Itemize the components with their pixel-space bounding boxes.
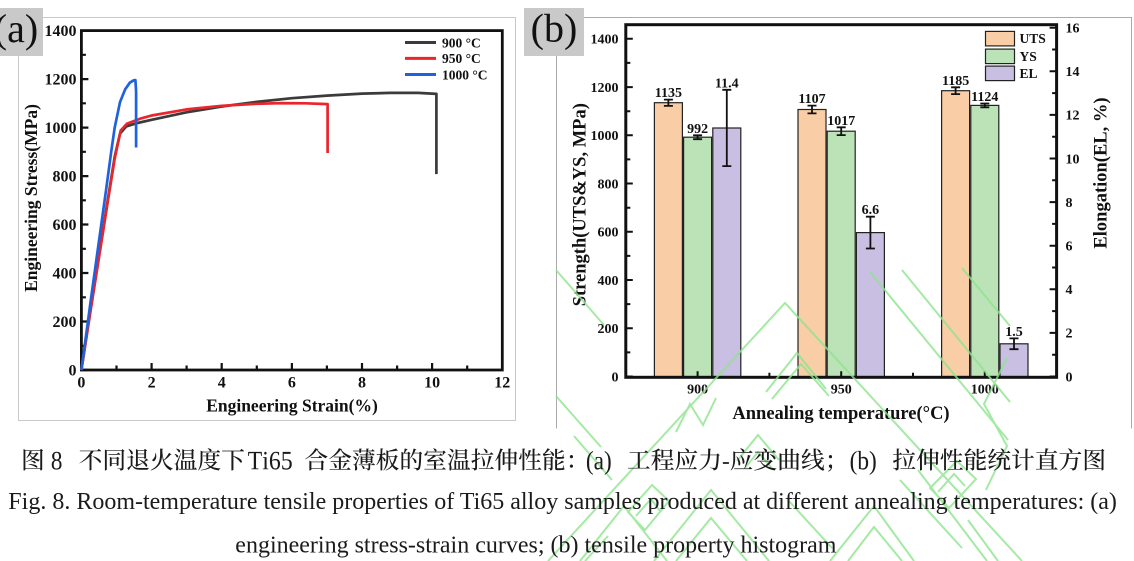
- svg-text:1135: 1135: [655, 86, 682, 101]
- svg-text:950: 950: [831, 383, 852, 398]
- svg-text:0: 0: [69, 362, 77, 379]
- svg-text:1400: 1400: [45, 23, 77, 40]
- svg-text:0: 0: [77, 375, 85, 392]
- svg-text:4: 4: [1066, 283, 1073, 298]
- svg-text:6.6: 6.6: [862, 203, 880, 218]
- svg-text:400: 400: [53, 265, 77, 282]
- svg-text:0: 0: [612, 370, 619, 385]
- svg-text:10: 10: [424, 375, 440, 392]
- svg-text:6: 6: [1066, 240, 1073, 255]
- svg-text:992: 992: [687, 122, 708, 137]
- svg-text:900 °C: 900 °C: [442, 35, 481, 50]
- svg-text:2: 2: [148, 375, 156, 392]
- svg-text:12: 12: [1066, 109, 1080, 124]
- svg-text:1000: 1000: [45, 120, 77, 137]
- svg-text:engineering stress-strain curv: engineering stress-strain curves; (b) te…: [235, 533, 836, 559]
- svg-text:UTS: UTS: [1020, 31, 1046, 46]
- svg-text:YS: YS: [1020, 49, 1037, 64]
- svg-text:800: 800: [598, 177, 619, 192]
- svg-text:1400: 1400: [591, 33, 619, 48]
- svg-text:4: 4: [218, 375, 226, 392]
- svg-text:Strength(UTS&YS, MPa): Strength(UTS&YS, MPa): [571, 103, 591, 306]
- svg-text:(b): (b): [531, 6, 578, 51]
- svg-text:8: 8: [1066, 196, 1073, 211]
- svg-text:1000 °C: 1000 °C: [442, 67, 488, 82]
- svg-text:16: 16: [1066, 22, 1080, 37]
- svg-text:12: 12: [494, 375, 510, 392]
- svg-text:8: 8: [358, 375, 366, 392]
- svg-text:1124: 1124: [971, 90, 998, 105]
- svg-text:1.5: 1.5: [1005, 325, 1023, 340]
- svg-text:800: 800: [53, 168, 77, 185]
- svg-text:1200: 1200: [591, 81, 619, 96]
- svg-text:0: 0: [1066, 370, 1073, 385]
- svg-text:14: 14: [1066, 65, 1080, 80]
- svg-text:600: 600: [53, 217, 77, 234]
- svg-text:1000: 1000: [591, 129, 619, 144]
- svg-text:Fig. 8. Room-temperature tensi: Fig. 8. Room-temperature tensile propert…: [8, 489, 1117, 515]
- svg-text:1200: 1200: [45, 71, 77, 88]
- svg-text:200: 200: [53, 314, 77, 331]
- svg-text:400: 400: [598, 274, 619, 289]
- svg-text:10: 10: [1066, 152, 1080, 167]
- svg-text:Engineering Strain(%): Engineering Strain(%): [206, 396, 378, 416]
- svg-text:11.4: 11.4: [715, 76, 739, 91]
- svg-text:EL: EL: [1020, 66, 1038, 81]
- svg-text:(a): (a): [0, 6, 38, 51]
- svg-text:1017: 1017: [827, 114, 855, 129]
- svg-text:2: 2: [1066, 327, 1073, 342]
- svg-text:950 °C: 950 °C: [442, 51, 481, 66]
- svg-text:6: 6: [288, 375, 296, 392]
- svg-text:1107: 1107: [798, 92, 825, 107]
- svg-text:200: 200: [598, 322, 619, 337]
- svg-text:600: 600: [598, 226, 619, 241]
- svg-text:1185: 1185: [942, 74, 969, 89]
- svg-text:Annealing temperature(°C): Annealing temperature(°C): [732, 404, 949, 424]
- svg-text:Engineering Stress(MPa): Engineering Stress(MPa): [21, 104, 41, 292]
- svg-text:Elongation(EL, %): Elongation(EL, %): [1092, 97, 1112, 248]
